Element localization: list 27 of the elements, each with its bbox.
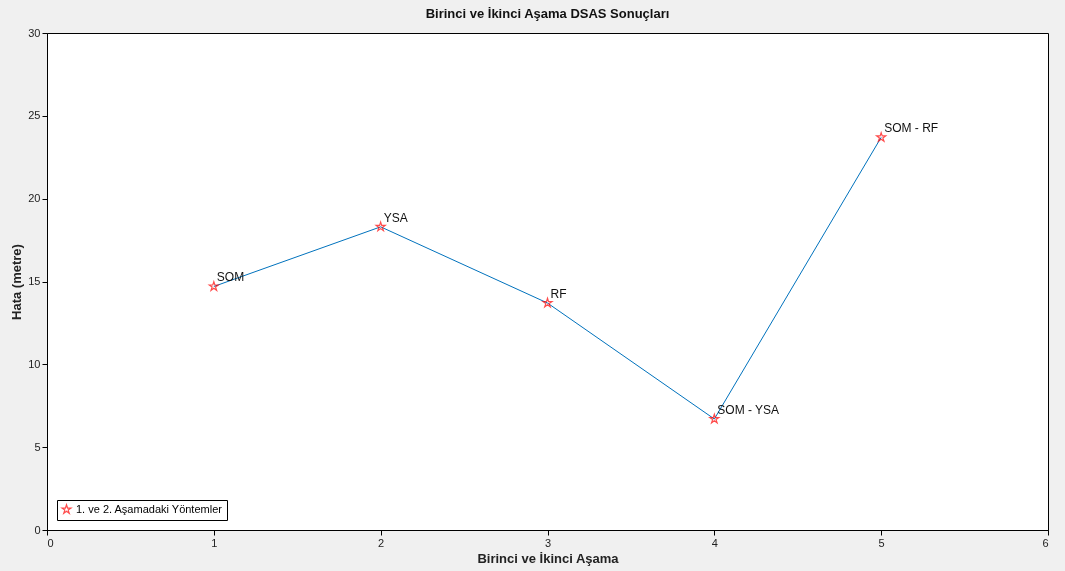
x-tick-label: 4: [711, 536, 718, 549]
annotation: YSA: [383, 210, 408, 225]
annotation: RF: [550, 287, 567, 302]
annotation: SOM - RF: [884, 121, 939, 136]
x-axis-title: Birinci ve İkinci Aşama: [477, 550, 620, 566]
y-tick-label: 10: [28, 357, 41, 370]
x-tick-label: 2: [378, 536, 385, 549]
point: [375, 221, 386, 232]
annotation: SOM - YSA: [717, 403, 780, 417]
y-tick-label: 25: [28, 109, 41, 122]
y-tick-label: 5: [34, 440, 41, 453]
y-tick-label: 20: [28, 192, 41, 205]
x-tick-label: 0: [47, 536, 54, 549]
y-axis-title: Hata (metre): [9, 244, 25, 320]
y-tick-label: 0: [34, 523, 41, 536]
y-tick-label: 30: [28, 26, 41, 39]
legend-label: 1. ve 2. Aşamadaki Yöntemler: [76, 502, 223, 515]
point: [876, 132, 887, 142]
y-tick-label: 15: [28, 275, 41, 287]
point: [208, 281, 219, 291]
point: [542, 297, 553, 308]
x-tick-label: 3: [544, 536, 552, 549]
point: [709, 413, 720, 424]
x-tick-label: 5: [878, 536, 885, 549]
chart-title: Birinci ve İkinci Aşama DSAS Sonuçları: [425, 6, 670, 21]
x-tick-label: 1: [211, 536, 218, 549]
x-tick-label: 6: [1042, 536, 1049, 549]
